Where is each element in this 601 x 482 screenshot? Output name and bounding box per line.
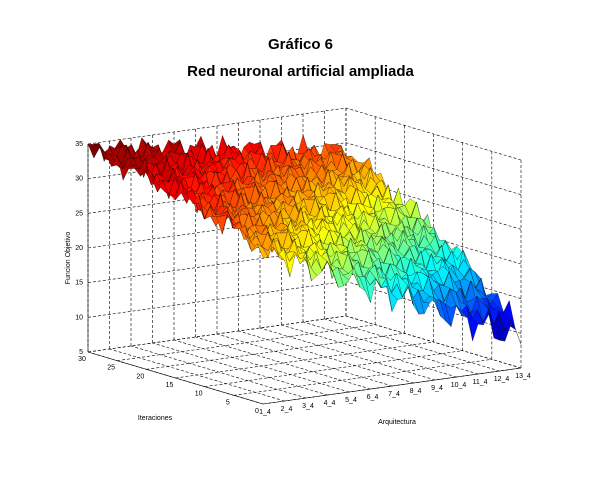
x-tick-label: 11_4 (472, 379, 487, 386)
y-tick-label: 5 (226, 399, 230, 406)
y-tick-label: 30 (78, 356, 86, 363)
z-tick-label: 10 (75, 314, 83, 321)
y-tick-label: 15 (166, 382, 174, 389)
x-axis-label: Arquitectura (378, 419, 416, 426)
y-tick-label: 20 (136, 373, 144, 380)
chart-subtitle: Red neuronal artificial ampliada (187, 63, 414, 80)
grid-x-floor (324, 318, 500, 372)
axis-labels: Funcion Objetivo Iteraciones Arquitectur… (65, 232, 416, 426)
grid-y-floor (175, 341, 434, 379)
chart-title: Gráfico 6 (267, 36, 334, 53)
grid-lines (87, 107, 522, 405)
z-tick-label: 35 (75, 141, 83, 148)
surface-mesh (87, 134, 522, 345)
x-tick-label: 6_4 (367, 394, 379, 401)
x-tick-label: 10_4 (451, 382, 467, 389)
grid-y-floor (87, 315, 347, 353)
z-tick-label: 20 (75, 245, 83, 252)
axis-x-line (262, 367, 522, 405)
grid-z-back (87, 281, 347, 318)
z-axis-label: Funcion Objetivo (65, 232, 72, 285)
x-tick-label: 7_4 (388, 391, 400, 398)
x-tick-label: 4_4 (324, 400, 336, 407)
y-tick-label: 0 (255, 408, 259, 415)
z-tick-label: 25 (75, 210, 83, 217)
x-tick-label: 13_4 (515, 373, 531, 380)
x-tick-label: 1_4 (259, 409, 271, 416)
x-tick-label: 5_4 (345, 397, 357, 404)
grid-y-floor (117, 324, 376, 361)
z-tick-label: 15 (75, 280, 83, 287)
x-tick-label: 8_4 (410, 388, 422, 395)
surface-patch (216, 214, 228, 235)
x-tick-label: 2_4 (281, 406, 293, 413)
x-tick-label: 9_4 (431, 385, 443, 392)
x-tick-label: 3_4 (302, 403, 314, 410)
grid-x-floor (130, 345, 307, 399)
z-tick-label: 5 (79, 349, 83, 356)
grid-y-floor (146, 333, 405, 370)
y-axis-label: Iteraciones (138, 415, 173, 422)
grid-z-side (345, 142, 522, 195)
axis-y-line (87, 351, 264, 405)
y-tick-label: 25 (107, 365, 115, 372)
z-tick-label: 30 (75, 176, 83, 183)
grid-x-floor (195, 336, 371, 390)
grid-x-floor (259, 327, 436, 381)
y-tick-label: 10 (195, 391, 203, 398)
x-tick-label: 12_4 (494, 376, 510, 383)
grid-y-floor (204, 350, 463, 387)
grid-y-floor (233, 359, 492, 396)
surface-patch (256, 243, 269, 258)
tick-labels: 5 10 15 20 25 30 35 0 5 10 15 20 25 30 1_4 2_4 3_4 4_4 5_4… (75, 141, 531, 416)
